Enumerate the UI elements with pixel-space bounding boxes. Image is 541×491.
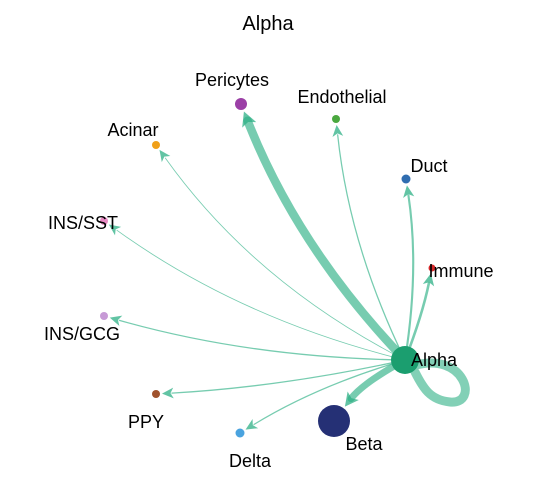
edge-alpha-to-ins-gcg [118, 319, 406, 361]
arrowhead-beta [344, 391, 359, 407]
edge-alpha-to-endothelial [337, 134, 406, 361]
arrowhead-endothelial [332, 124, 344, 137]
node-delta [235, 428, 245, 438]
label-pericytes: Pericytes [195, 70, 269, 90]
label-ppy: PPY [128, 412, 164, 432]
arrowhead-acinar [159, 149, 171, 163]
node-ins-sst [100, 217, 108, 225]
edge-alpha-to-duct [403, 194, 415, 362]
label-duct: Duct [410, 156, 447, 176]
chart-title: Alpha [242, 13, 294, 35]
label-endothelial: Endothelial [297, 87, 386, 107]
arrowhead-pericytes [242, 111, 257, 128]
node-duct [401, 174, 411, 184]
label-immune: Immune [428, 261, 493, 281]
edge-alpha-self-loop [408, 358, 470, 407]
edge-alpha-to-pericytes [243, 116, 410, 365]
node-ppy [152, 390, 160, 398]
edge-alpha-to-acinar [164, 157, 406, 361]
label-acinar: Acinar [107, 120, 158, 140]
node-endothelial [332, 115, 340, 123]
label-alpha: Alpha [411, 350, 458, 370]
arrowhead-ins-sst [108, 224, 122, 236]
label-delta: Delta [229, 451, 272, 471]
label-ins-gcg: INS/GCG [44, 324, 120, 344]
nodes [100, 98, 436, 438]
arrowhead-delta [245, 419, 259, 430]
edge-alpha-to-ppy [171, 359, 406, 394]
arrowhead-immune [422, 273, 435, 287]
label-ins-sst: INS/SST [48, 213, 118, 233]
node-pericytes [235, 98, 247, 110]
arrowhead-ins-gcg [109, 315, 123, 326]
labels: Alpha Pericytes Endothelial Acinar Duct INS/S… [44, 70, 494, 471]
node-acinar [152, 141, 160, 149]
label-beta: Beta [345, 434, 383, 454]
node-ins-gcg [100, 312, 108, 320]
arrowhead-ppy [161, 387, 174, 399]
node-beta [318, 405, 350, 437]
node-immune [428, 264, 436, 272]
node-alpha [391, 346, 419, 374]
arrowhead-duct [403, 185, 415, 198]
edge-alpha-to-delta [253, 359, 406, 426]
edge-alpha-to-ins-sst [116, 229, 406, 361]
